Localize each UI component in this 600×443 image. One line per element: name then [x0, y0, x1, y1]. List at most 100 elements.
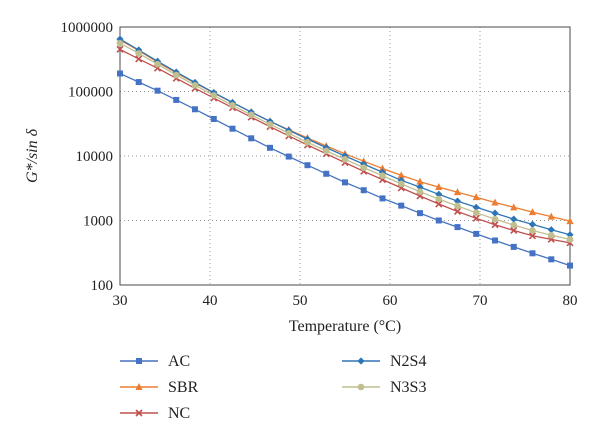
- data-point-n2s4: [528, 220, 537, 229]
- data-series: [116, 35, 574, 269]
- data-point-n2s4: [472, 203, 480, 211]
- data-point-nc: [510, 226, 518, 235]
- legend-item-sbr: SBR: [120, 379, 199, 396]
- data-point-ac: [567, 262, 573, 269]
- legend-item-nc: NC: [120, 405, 190, 422]
- data-point-n2s4: [416, 183, 424, 191]
- data-point-n3s3: [397, 180, 405, 188]
- data-point-nc: [472, 214, 480, 222]
- data-point-n3s3: [529, 227, 536, 234]
- data-point-n3s3: [454, 202, 461, 210]
- legend-label-n2s4: N2S4: [390, 353, 426, 370]
- data-point-nc: [435, 200, 443, 208]
- data-point-ac: [435, 217, 442, 224]
- data-point-n3s3: [472, 209, 480, 217]
- series-ac: [117, 70, 573, 269]
- data-point-ac: [529, 250, 536, 257]
- data-point-n3s3: [510, 221, 518, 229]
- data-point-ac: [173, 96, 180, 103]
- data-point-ac: [248, 135, 255, 142]
- series-n3s3: [116, 39, 574, 243]
- data-point-n3s3: [360, 164, 368, 171]
- data-point-ac: [510, 243, 517, 250]
- data-point-ac: [323, 170, 330, 177]
- legend-marker-nc: [135, 409, 143, 417]
- data-point-ac: [416, 210, 423, 217]
- data-point-n3s3: [116, 39, 124, 47]
- legend-marker-n2s4: [357, 357, 365, 365]
- data-point-ac: [548, 256, 555, 263]
- data-point-ac: [379, 195, 386, 202]
- data-point-sbr: [378, 164, 387, 172]
- data-point-n3s3: [172, 71, 180, 79]
- data-point-sbr: [510, 203, 518, 211]
- data-point-sbr: [472, 193, 480, 201]
- data-point-n3s3: [322, 147, 330, 155]
- data-point-ac: [154, 87, 161, 94]
- data-point-n3s3: [566, 236, 574, 243]
- legend-label-sbr: SBR: [168, 379, 199, 396]
- legend-marker-n3s3: [357, 383, 365, 391]
- y-tick-label: 100: [91, 278, 114, 294]
- data-point-n3s3: [210, 92, 218, 99]
- series-n2s4: [116, 35, 574, 239]
- data-point-ac: [454, 224, 461, 231]
- data-point-ac: [210, 115, 217, 122]
- data-point-ac: [117, 70, 123, 77]
- data-point-n3s3: [266, 121, 274, 128]
- legend-label-ac: AC: [168, 353, 190, 370]
- x-tick-label: 50: [293, 293, 308, 309]
- data-point-sbr: [491, 198, 499, 206]
- data-point-sbr: [566, 217, 574, 225]
- data-point-sbr: [547, 212, 555, 220]
- legend-item-n2s4: N2S4: [342, 353, 426, 370]
- data-point-n3s3: [191, 81, 199, 89]
- data-point-sbr: [528, 208, 537, 216]
- series-sbr: [116, 35, 574, 225]
- data-point-ac: [135, 79, 142, 86]
- legend-marker-ac: [136, 358, 142, 364]
- plot-area-border: [119, 26, 571, 286]
- data-point-n3s3: [135, 50, 143, 57]
- data-point-n3s3: [416, 188, 424, 195]
- data-point-n3s3: [379, 172, 386, 179]
- data-point-ac: [398, 202, 405, 209]
- legend-item-ac: AC: [120, 353, 190, 370]
- data-point-n3s3: [154, 60, 161, 68]
- x-axis-title: Temperature (°C): [289, 318, 401, 335]
- x-tick-labels: 30 40 50 60 70 80: [113, 293, 578, 309]
- data-point-sbr: [397, 171, 405, 179]
- x-tick-label: 80: [563, 293, 578, 309]
- series-line-ac: [119, 72, 571, 267]
- y-tick-label: 10000: [76, 149, 114, 165]
- series-line-n2s4: [119, 38, 571, 236]
- data-point-ac: [360, 187, 367, 194]
- legend-marker-sbr: [135, 383, 143, 390]
- data-point-ac: [267, 144, 274, 151]
- data-point-nc: [528, 232, 537, 240]
- data-point-ac: [191, 106, 198, 113]
- data-point-sbr: [453, 188, 462, 196]
- data-point-ac: [285, 153, 292, 160]
- x-tick-label: 40: [203, 293, 218, 309]
- data-point-n3s3: [304, 139, 311, 146]
- data-point-n2s4: [360, 160, 368, 168]
- x-tick-label: 30: [113, 293, 128, 309]
- data-point-n2s4: [116, 35, 124, 43]
- data-point-sbr: [416, 177, 424, 185]
- data-point-n3s3: [435, 195, 443, 203]
- y-tick-label: 1000: [83, 214, 113, 230]
- data-point-n3s3: [491, 215, 499, 223]
- data-point-n2s4: [435, 190, 443, 198]
- data-point-n3s3: [341, 155, 349, 163]
- data-point-nc: [116, 45, 124, 53]
- data-point-ac: [473, 230, 480, 237]
- data-point-nc: [453, 207, 462, 216]
- data-point-n2s4: [378, 168, 387, 176]
- data-point-n3s3: [229, 102, 236, 109]
- legend-label-nc: NC: [168, 405, 190, 422]
- y-tick-labels: 100 1000 10000 100000 1000000: [61, 20, 114, 294]
- y-tick-label: 1000000: [61, 20, 114, 36]
- data-point-n2s4: [491, 209, 499, 217]
- data-point-n3s3: [547, 231, 555, 239]
